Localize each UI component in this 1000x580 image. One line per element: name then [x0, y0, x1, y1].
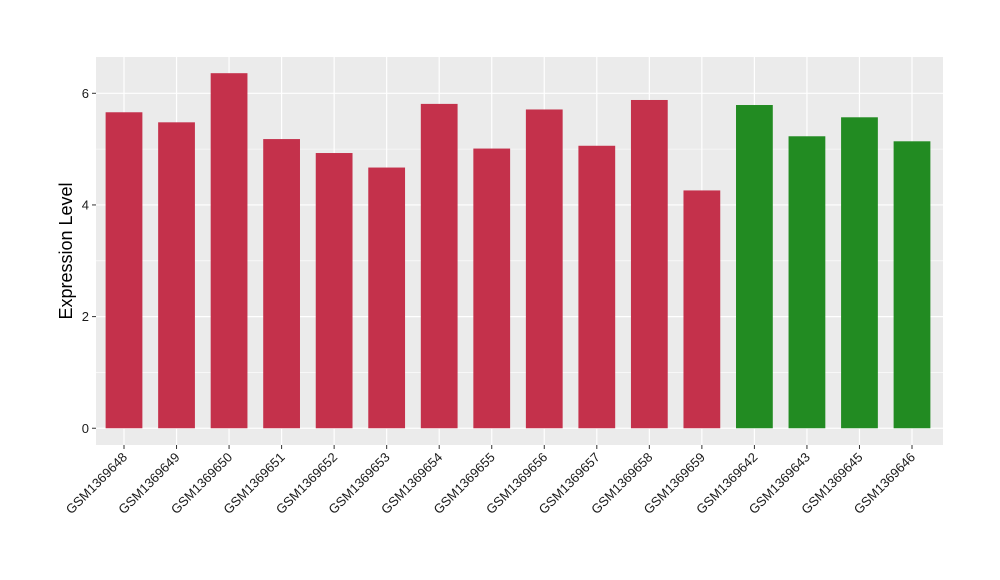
- bar-GSM1369648: [105, 112, 143, 429]
- bar-GSM1369655: [473, 148, 511, 429]
- y-tick-label: 0: [82, 421, 89, 436]
- bar-GSM1369650: [210, 73, 248, 429]
- bars: [105, 73, 931, 429]
- bar-GSM1369656: [525, 109, 563, 429]
- bar-GSM1369651: [263, 139, 300, 429]
- y-axis-title: Expression Level: [56, 182, 76, 319]
- y-axis: 0 2 4 6: [82, 86, 96, 436]
- bar-GSM1369643: [788, 136, 826, 429]
- y-tick-label: 4: [82, 197, 89, 212]
- bar-GSM1369652: [315, 153, 353, 429]
- bar-GSM1369654: [420, 103, 458, 429]
- y-tick-label: 6: [82, 86, 89, 101]
- y-tick-label: 2: [82, 309, 89, 324]
- bar-GSM1369649: [158, 122, 195, 429]
- bar-GSM1369642: [736, 105, 773, 429]
- x-axis: GSM1369648GSM1369649GSM1369650GSM1369651…: [63, 445, 918, 517]
- bar-GSM1369646: [893, 141, 931, 429]
- bar-GSM1369653: [368, 167, 406, 429]
- bar-GSM1369657: [578, 145, 616, 429]
- bar-GSM1369645: [841, 117, 878, 429]
- bar-GSM1369658: [630, 99, 668, 429]
- bar-GSM1369659: [683, 190, 721, 429]
